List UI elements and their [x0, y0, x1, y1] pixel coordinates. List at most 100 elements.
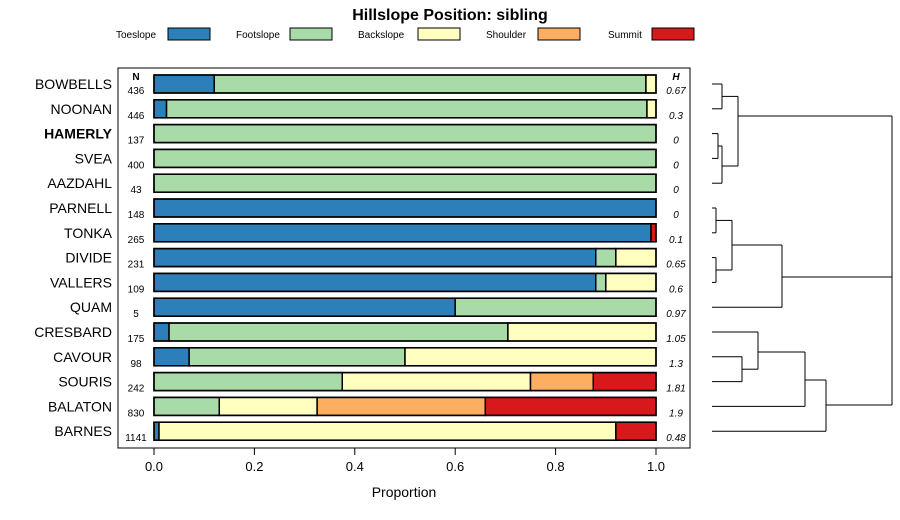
row-h-value: 0.65 — [666, 260, 686, 271]
bar-row-divide: DIVIDE 231 0.65 — [65, 247, 686, 271]
bar-segment-shoulder — [316, 396, 487, 417]
bar-segment-footslope — [153, 396, 221, 417]
legend-swatch-shoulder — [537, 27, 581, 41]
bar-segment-toeslope — [153, 247, 597, 268]
bar-segment-backslope — [507, 322, 657, 342]
bar-row-aazdahl: AAZDAHL 43 0 — [47, 173, 679, 196]
row-h-value: 1.05 — [666, 334, 686, 345]
legend-label-summit: Summit — [608, 30, 642, 41]
row-label: NOONAN — [51, 101, 112, 117]
row-label: BALATON — [48, 398, 112, 414]
row-n-value: 231 — [128, 260, 145, 271]
bar-outline — [153, 223, 657, 243]
row-n-value: 137 — [128, 136, 145, 147]
bar-row-barnes: BARNES 1141 0.48 — [54, 421, 686, 444]
legend-swatch-backslope — [417, 27, 461, 41]
legend-label-footslope: Footslope — [236, 30, 280, 41]
row-h-value: 1.3 — [669, 359, 683, 370]
bar-outline — [153, 272, 657, 293]
row-label: BARNES — [54, 423, 112, 439]
row-label: CRESBARD — [34, 324, 112, 340]
row-n-value: 148 — [128, 210, 145, 221]
legend-label-backslope: Backslope — [358, 30, 405, 41]
chart-title: Hillslope Position: sibling — [352, 7, 548, 24]
row-h-value: 0.6 — [669, 284, 683, 295]
row-n-value: 265 — [128, 235, 145, 246]
dendrogram — [712, 83, 893, 432]
bar-segment-shoulder — [529, 371, 594, 392]
row-h-value: 0.48 — [666, 433, 686, 444]
bar-row-parnell: PARNELL 148 0 — [49, 198, 679, 221]
bar-row-bowbells: BOWBELLS 436 0.67 — [35, 74, 686, 97]
bar-outline — [153, 247, 657, 268]
bar-outline — [153, 297, 657, 317]
bar-segment-toeslope — [153, 272, 597, 293]
row-n-value: 446 — [128, 111, 145, 122]
row-n-value: 175 — [128, 334, 145, 345]
bar-outline — [153, 173, 657, 193]
legend-swatch-summit — [651, 27, 695, 41]
row-n-value: 109 — [128, 284, 145, 295]
bar-segment-footslope — [153, 371, 343, 392]
bar-segment-summit — [592, 371, 657, 392]
legend-label-toeslope: Toeslope — [116, 30, 156, 41]
bar-outline — [153, 347, 657, 367]
bar-segment-summit — [484, 396, 657, 417]
bar-row-vallers: VALLERS 109 0.6 — [50, 272, 683, 295]
plot-frame — [117, 67, 691, 449]
x-axis-label: Proportion — [372, 484, 437, 500]
legend-swatch-footslope — [289, 27, 333, 41]
row-label: TONKA — [64, 225, 113, 241]
bar-outline — [153, 148, 657, 169]
bar-segment-backslope — [158, 421, 617, 441]
row-label: PARNELL — [49, 200, 112, 216]
bar-row-cavour: CAVOUR 98 1.3 — [53, 347, 683, 370]
n-header: N — [132, 72, 139, 83]
bar-outline — [153, 74, 657, 94]
bar-segment-backslope — [404, 347, 657, 367]
row-n-value: 5 — [133, 309, 139, 320]
row-label: CAVOUR — [53, 349, 112, 365]
bar-segment-toeslope — [153, 198, 657, 218]
row-n-value: 1141 — [125, 433, 147, 444]
bar-segment-toeslope — [153, 347, 190, 367]
x-axis: 0.0 0.2 0.4 0.6 0.8 1.0 — [145, 448, 665, 474]
row-label: QUAM — [70, 299, 112, 315]
bar-segment-footslope — [153, 148, 657, 169]
bar-segment-footslope — [595, 247, 617, 268]
bar-segment-backslope — [218, 396, 318, 417]
row-h-value: 0.3 — [669, 111, 683, 122]
row-n-value: 830 — [128, 408, 145, 419]
bar-outline — [153, 123, 657, 144]
bar-segment-toeslope — [153, 421, 160, 441]
row-h-value: 1.81 — [666, 384, 685, 395]
bar-segment-backslope — [646, 99, 657, 119]
bar-segment-toeslope — [153, 99, 168, 119]
row-n-value: 242 — [128, 384, 145, 395]
legend-label-shoulder: Shoulder — [486, 30, 527, 41]
row-h-value: 0.1 — [669, 235, 683, 246]
row-label: BOWBELLS — [35, 76, 112, 92]
bar-segment-footslope — [188, 347, 406, 367]
legend-swatch-toeslope — [167, 27, 211, 41]
row-label: AAZDAHL — [47, 175, 112, 191]
bar-segment-toeslope — [153, 223, 652, 243]
legend: Toeslope Footslope Backslope Shoulder Summit — [116, 27, 695, 41]
row-n-value: 400 — [128, 160, 145, 171]
bar-row-tonka: TONKA 265 0.1 — [64, 223, 683, 246]
bar-row-cresbard: CRESBARD 175 1.05 — [34, 322, 686, 345]
row-label: SOURIS — [58, 374, 112, 390]
row-h-value: 0.67 — [666, 86, 686, 97]
bar-segment-footslope — [595, 272, 607, 293]
row-h-value: 1.9 — [669, 408, 683, 419]
bar-row-balaton: BALATON 830 1.9 — [48, 396, 683, 419]
row-n-value: 43 — [130, 185, 142, 196]
row-h-value: 0 — [673, 185, 679, 196]
bar-row-quam: QUAM 5 0.97 — [70, 297, 686, 320]
bar-segment-backslope — [341, 371, 532, 392]
bar-segment-backslope — [615, 247, 657, 268]
x-tick-label: 0.0 — [145, 459, 163, 474]
row-label: HAMERLY — [44, 126, 113, 142]
